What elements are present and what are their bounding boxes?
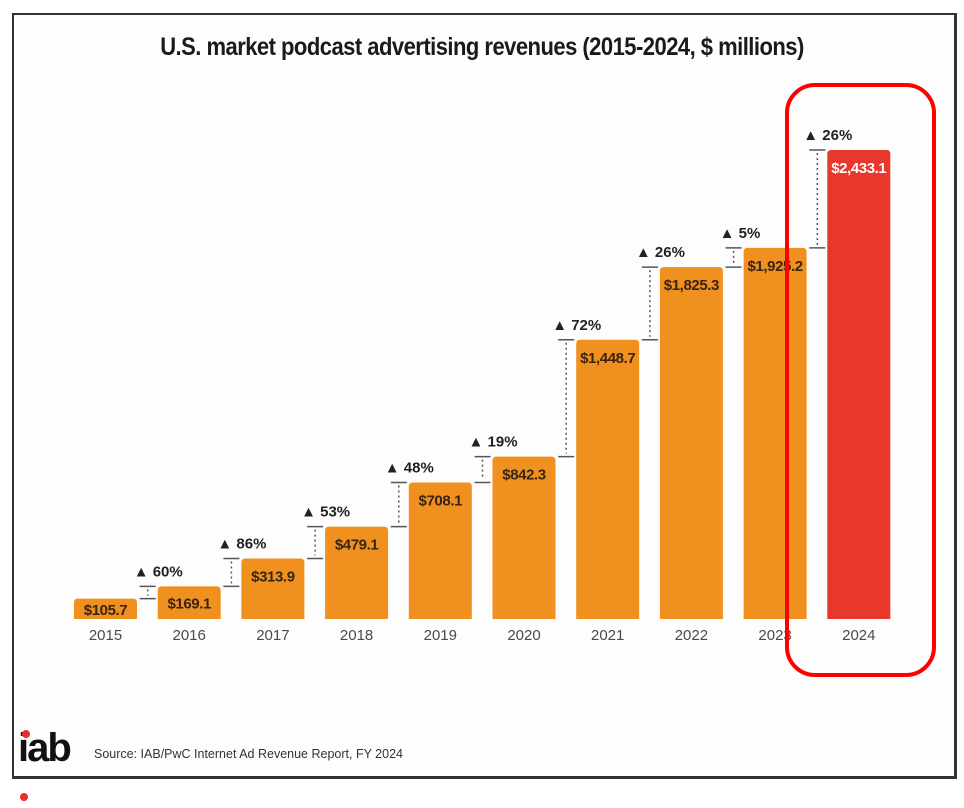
value-label-2019: $708.1 (419, 493, 463, 510)
x-tick-label-2022: 2022 (675, 627, 708, 644)
growth-connector-2020 (474, 455, 491, 484)
bar-2020 (492, 456, 556, 619)
bar-2023 (743, 247, 807, 619)
x-tick-label-2017: 2017 (256, 627, 289, 644)
x-tick-label-2024: 2024 (842, 627, 875, 644)
iab-logo: iab (18, 728, 72, 808)
x-tick-label-2019: 2019 (424, 627, 457, 644)
bar-2017 (241, 558, 305, 619)
logo-dot-icon (22, 730, 30, 738)
value-label-2015: $105.7 (84, 602, 128, 619)
growth-connector-2024 (809, 149, 826, 249)
growth-label-2019: ▲ 48% (385, 460, 434, 477)
growth-connector-2016 (139, 585, 156, 600)
value-label-2021: $1,448.7 (580, 350, 635, 367)
source-note: Source: IAB/PwC Internet Ad Revenue Repo… (94, 747, 403, 761)
growth-label-2020: ▲ 19% (469, 434, 518, 451)
bar-2018 (325, 526, 389, 619)
x-tick-label-2015: 2015 (89, 627, 122, 644)
growth-connector-2021 (558, 339, 575, 458)
growth-connector-2023 (725, 247, 742, 268)
bar-2022 (659, 267, 723, 619)
growth-label-2022: ▲ 26% (636, 244, 685, 261)
growth-label-2018: ▲ 53% (301, 504, 350, 521)
labels-group: $105.7 2015 $169.1 2016 $313.9 2017 $479.1 2018… (84, 127, 887, 644)
bars-group (74, 150, 891, 619)
bar-2021 (576, 339, 640, 619)
value-label-2017: $313.9 (251, 568, 295, 585)
growth-label-2016: ▲ 60% (134, 563, 183, 580)
bar-2016 (157, 586, 221, 619)
growth-label-2023: ▲ 5% (720, 225, 761, 242)
growth-label-2024: ▲ 26% (803, 127, 852, 144)
value-label-2023: $1,925.2 (747, 258, 802, 275)
chart-title: U.S. market podcast advertising revenues… (160, 33, 804, 61)
value-label-2016: $169.1 (167, 596, 211, 613)
growth-connector-2022 (641, 266, 658, 341)
bar-2024 (827, 150, 891, 619)
highlight-annotation-box (785, 83, 936, 677)
logo-period-icon (20, 793, 28, 801)
bar-2019 (408, 482, 472, 619)
bar-2015 (74, 598, 137, 619)
x-tick-label-2021: 2021 (591, 627, 624, 644)
growth-connector-2017 (223, 557, 240, 588)
x-tick-label-2023: 2023 (758, 627, 791, 644)
growth-connector-2018 (307, 525, 324, 560)
x-tick-label-2016: 2016 (173, 627, 206, 644)
growth-label-2017: ▲ 86% (217, 535, 266, 552)
growth-connectors-group (139, 149, 826, 600)
value-label-2022: $1,825.3 (664, 277, 719, 294)
value-label-2018: $479.1 (335, 537, 379, 554)
x-tick-label-2020: 2020 (507, 627, 540, 644)
growth-connector-2019 (390, 481, 407, 528)
bar-chart: $105.7 2015 $169.1 2016 $313.9 2017 $479.1 2018… (74, 127, 891, 644)
value-label-2020: $842.3 (502, 467, 546, 484)
x-tick-label-2018: 2018 (340, 627, 373, 644)
growth-label-2021: ▲ 72% (552, 317, 601, 334)
value-label-2024: $2,433.1 (831, 160, 886, 177)
